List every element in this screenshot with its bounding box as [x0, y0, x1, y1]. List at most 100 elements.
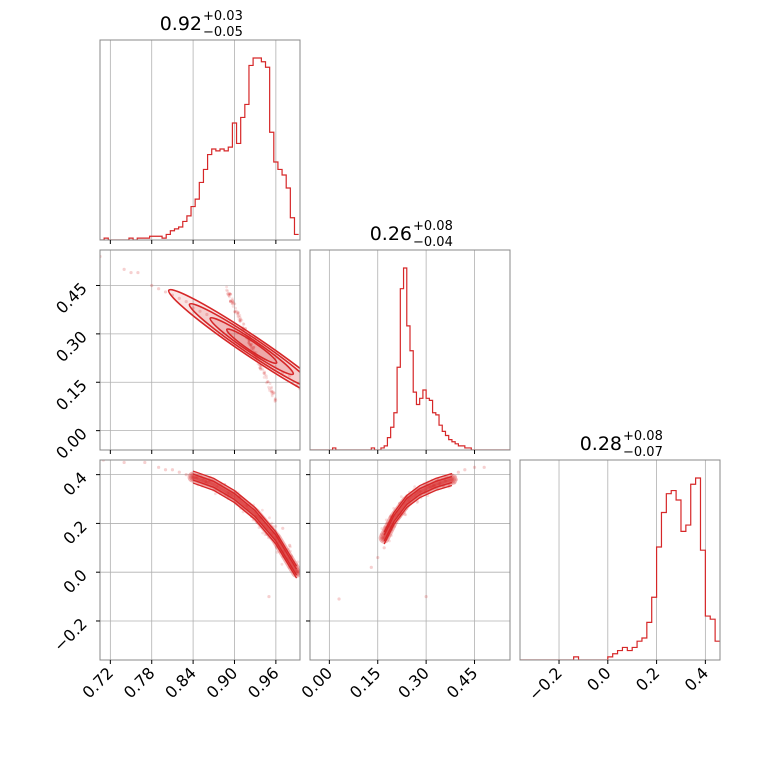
sample-point [270, 531, 274, 535]
sample-point [429, 486, 432, 490]
sample-point [195, 476, 199, 480]
sample-point [281, 526, 285, 530]
sample-point [438, 481, 442, 484]
sample-point [250, 342, 254, 346]
sample-point [228, 300, 232, 304]
sample-point [280, 562, 284, 566]
histogram-panel-2-frame [519, 459, 721, 661]
sample-point [236, 311, 240, 315]
histogram-step-1 [310, 267, 510, 450]
sample-point [231, 299, 235, 303]
sample-point [249, 342, 253, 346]
histogram-step-2 [520, 477, 720, 660]
sample-point [472, 465, 477, 469]
sample-point [428, 485, 432, 489]
sample-point [260, 367, 264, 370]
sample-point [273, 398, 277, 402]
sample-point [230, 301, 234, 305]
histogram-panel-1-frame [309, 249, 511, 451]
sample-point [455, 478, 459, 482]
sample-point [384, 518, 388, 522]
sample-point [251, 348, 255, 352]
sample-point [295, 569, 299, 573]
sample-point [191, 477, 195, 481]
sample-point [369, 565, 373, 569]
sample-point [236, 312, 240, 316]
sample-point [228, 292, 232, 296]
sample-point [228, 292, 232, 296]
sample-point [177, 470, 181, 474]
sample-point [265, 380, 269, 384]
sample-point [248, 343, 252, 347]
sample-point [230, 302, 234, 306]
sample-point [262, 371, 266, 375]
sample-point [270, 521, 274, 525]
sample-point [237, 317, 241, 321]
density-contour [191, 475, 298, 574]
sample-point [150, 283, 154, 288]
sample-point [184, 473, 188, 477]
x-tick-label: 0.2 [632, 663, 663, 694]
density-contour [381, 477, 455, 541]
sample-point [143, 460, 147, 465]
sample-point [259, 366, 262, 370]
sample-point [231, 300, 235, 304]
sample-point [122, 460, 126, 465]
sample-point [157, 287, 161, 291]
sample-point [274, 398, 278, 402]
panel-title-2: 0.28 +0.08−0.07 [580, 429, 663, 460]
sample-point [228, 295, 231, 299]
sample-point [250, 346, 254, 350]
sample-point [437, 483, 440, 487]
sample-point [437, 482, 441, 486]
sample-point [163, 468, 168, 472]
sample-point [242, 322, 245, 326]
sample-point [198, 309, 202, 313]
sample-point [271, 392, 275, 396]
sample-point [226, 289, 230, 293]
sample-point [444, 479, 448, 483]
sample-point [249, 343, 253, 346]
sample-point [229, 293, 233, 296]
sample-point [229, 300, 232, 303]
sample-point [415, 501, 419, 504]
sample-point [456, 470, 460, 474]
sample-point [392, 506, 396, 510]
sample-point [268, 382, 272, 386]
sample-point [233, 302, 237, 306]
y-tick-label: 0.2 [59, 517, 90, 548]
sample-point [231, 300, 235, 304]
sample-point [248, 343, 252, 347]
sample-point [454, 474, 458, 478]
sample-point [231, 298, 234, 302]
sample-point [403, 513, 407, 516]
sample-point [129, 270, 133, 275]
sample-point [257, 526, 261, 529]
sample-point [136, 270, 140, 275]
sample-point [228, 292, 232, 296]
sample-point [184, 300, 188, 304]
density-contour [225, 328, 278, 365]
sample-point [265, 374, 268, 378]
sample-point [414, 493, 418, 497]
sample-point [229, 299, 232, 303]
sample-point [433, 484, 437, 488]
title-value: 0.28 [580, 433, 622, 455]
sample-point [463, 468, 467, 472]
sample-point [438, 480, 442, 484]
scatter-panel-x0-y1-area [100, 250, 300, 450]
sample-point [265, 381, 268, 385]
histogram-panel-1 [309, 249, 511, 454]
sample-point [268, 389, 272, 393]
sample-point [382, 525, 386, 529]
x-tick-label: 0.45 [443, 663, 482, 702]
y-tick-label: 0.0 [59, 566, 90, 597]
sample-point [482, 465, 486, 469]
sample-point [260, 508, 264, 512]
sample-point [416, 500, 420, 503]
sample-point [214, 492, 217, 496]
sample-point [252, 346, 256, 350]
x-tick-label: 0.96 [244, 663, 283, 702]
sample-point [431, 484, 435, 487]
